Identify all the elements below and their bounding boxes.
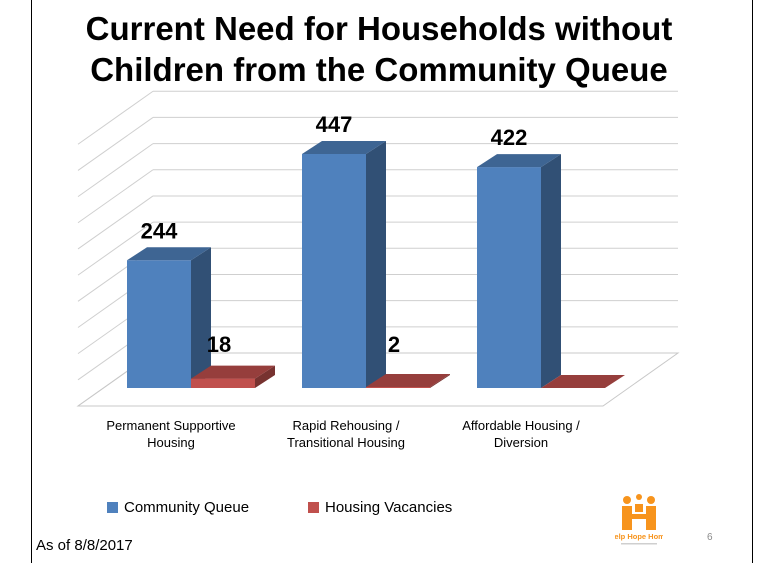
page-title: Current Need for Households without Chil…	[0, 8, 758, 90]
data-label-queue-0: 244	[141, 218, 178, 243]
left-wall-gridline	[77, 90, 154, 145]
category-label-0-line-1: Housing	[147, 435, 195, 450]
data-label-vacancy-0: 18	[207, 332, 231, 357]
bar-queue-1-front	[302, 154, 366, 388]
bar-vacancy-1-side	[430, 373, 450, 388]
bar-queue-0-top	[127, 247, 211, 261]
bar-queue-2-top	[477, 154, 561, 168]
house-family-logo-icon: Help Hope Home	[615, 494, 663, 545]
legend-item-housing-vacancies: Housing Vacancies	[308, 499, 452, 516]
as-of-date: As of 8/8/2017	[36, 537, 133, 554]
category-label-0-line-0: Permanent Supportive	[106, 418, 235, 433]
slide-frame	[31, 0, 753, 563]
legend-swatch-red	[308, 502, 319, 513]
bar-vacancy-1-front	[366, 386, 430, 388]
bar-queue-0-front	[127, 260, 191, 388]
legend-swatch-blue	[107, 502, 118, 513]
bar-vacancy-2-top	[541, 375, 625, 388]
left-wall-gridline	[77, 221, 154, 276]
bar-queue-2-front	[477, 167, 541, 388]
legend-item-community-queue: Community Queue	[107, 499, 249, 516]
left-wall-gridline	[77, 195, 154, 250]
title-line-1: Current Need for Households without	[85, 10, 673, 47]
data-label-queue-1: 447	[316, 112, 353, 137]
bar-vacancy-0-side	[255, 365, 275, 388]
bar-queue-1-top	[302, 141, 386, 154]
bar-queue-1-side	[366, 141, 386, 388]
category-label-2-line-1: Diversion	[494, 435, 548, 450]
bar-vacancy-0-front	[191, 378, 255, 388]
bar-queue-2-side	[541, 154, 561, 388]
left-wall-gridline	[77, 143, 154, 198]
legend-label-community-queue: Community Queue	[124, 499, 250, 516]
data-label-queue-2: 422	[491, 125, 528, 150]
left-wall-gridline	[77, 117, 154, 171]
category-label-1-line-0: Rapid Rehousing /	[293, 418, 400, 433]
category-label-1-line-1: Transitional Housing	[287, 435, 405, 450]
page-number: 6	[707, 532, 713, 543]
bar-vacancy-1-top	[366, 373, 450, 387]
logo-text: Help Hope Home	[615, 532, 663, 541]
bar-vacancy-0-top	[191, 365, 275, 379]
data-label-vacancy-1: 2	[388, 332, 400, 357]
legend-label-housing-vacancies: Housing Vacancies	[325, 499, 453, 516]
title-line-2: Children from the Community Queue	[90, 51, 668, 88]
bar-queue-0-side	[191, 247, 211, 388]
category-label-2-line-0: Affordable Housing /	[462, 418, 580, 433]
left-wall-gridline	[77, 169, 154, 224]
